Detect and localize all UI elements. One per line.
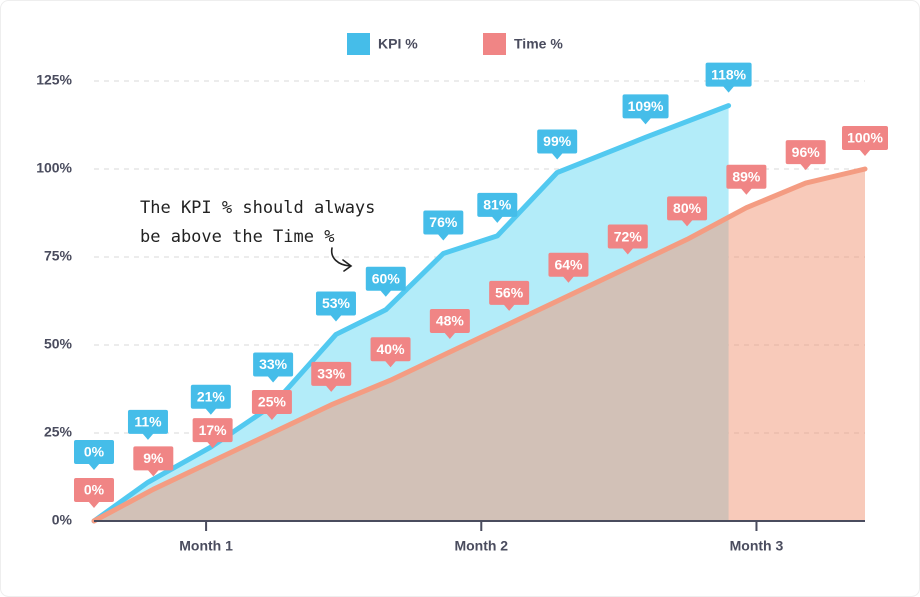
label-box	[370, 337, 411, 362]
value-label: 25%	[258, 394, 287, 410]
value-label: 76%	[429, 214, 458, 230]
label-box	[667, 196, 708, 221]
line	[91, 103, 732, 524]
legend-swatch	[347, 33, 370, 55]
label-box	[537, 129, 578, 154]
x-tick-label: Month 1	[179, 538, 233, 554]
y-tick-label: 125%	[36, 72, 72, 88]
label-box	[429, 309, 470, 334]
value-label: 89%	[732, 168, 761, 184]
value-label: 48%	[436, 313, 465, 329]
y-tick-label: 50%	[44, 336, 73, 352]
label-pointer	[325, 384, 338, 392]
label-pointer	[562, 275, 575, 283]
value-label: 72%	[614, 228, 643, 244]
label-pointer	[204, 407, 217, 415]
legend-label: KPI %	[378, 36, 418, 52]
value-label: 53%	[322, 295, 351, 311]
label-pointer	[639, 117, 652, 125]
value-label: 109%	[628, 98, 664, 114]
legend-swatch	[483, 33, 506, 55]
label-box	[251, 390, 292, 414]
label-pointer	[265, 413, 278, 420]
value-label: 0%	[84, 444, 105, 460]
label-box	[548, 252, 589, 277]
label-box	[311, 361, 352, 386]
label-pointer	[379, 289, 392, 297]
value-label: 56%	[495, 285, 524, 301]
label-box	[74, 478, 114, 502]
value-label: 33%	[259, 356, 288, 372]
label-box	[489, 280, 530, 305]
label-pointer	[88, 501, 100, 508]
y-tick-label: 100%	[36, 160, 72, 176]
label-box	[365, 266, 406, 291]
label-pointer	[722, 85, 735, 93]
value-label: 17%	[199, 422, 228, 438]
label-pointer	[681, 219, 694, 227]
label-box	[477, 192, 518, 217]
label-box	[726, 164, 767, 189]
label-box	[842, 126, 888, 150]
value-label: 33%	[317, 366, 346, 382]
value-label: 9%	[143, 450, 164, 466]
label-box	[74, 440, 114, 464]
annotation: be above the Time %	[140, 227, 334, 247]
label-pointer	[88, 463, 100, 470]
value-label: 11%	[134, 414, 162, 430]
label-pointer	[740, 187, 753, 195]
label-box	[253, 352, 294, 377]
x-tick-label: Month 2	[454, 538, 508, 554]
label-box	[190, 384, 231, 409]
label-pointer	[206, 441, 219, 449]
label-pointer	[147, 469, 160, 477]
value-label: 118%	[711, 66, 747, 82]
legend-label: Time %	[514, 36, 563, 52]
value-label: 21%	[197, 388, 226, 404]
y-tick-label: 0%	[52, 512, 73, 528]
label-pointer	[267, 375, 280, 383]
label-box	[133, 446, 174, 471]
annotation: The KPI % should always	[140, 198, 375, 218]
line	[91, 166, 868, 524]
label-pointer	[141, 432, 154, 440]
label-box	[705, 62, 752, 87]
label-pointer	[503, 303, 516, 311]
value-label: 96%	[792, 144, 821, 160]
label-pointer	[799, 163, 812, 171]
value-label: 80%	[673, 200, 702, 216]
label-box	[127, 409, 168, 434]
value-label: 99%	[543, 133, 572, 149]
label-box	[607, 224, 648, 249]
label-pointer	[859, 149, 871, 156]
label-box	[785, 140, 826, 165]
label-box	[423, 210, 464, 235]
label-pointer	[443, 332, 456, 340]
label-box	[192, 418, 233, 443]
label-pointer	[437, 233, 450, 241]
x-tick-label: Month 3	[730, 538, 784, 554]
label-box	[315, 291, 356, 316]
value-label: 100%	[847, 130, 883, 146]
y-tick-label: 25%	[44, 424, 73, 440]
label-pointer	[491, 215, 504, 223]
label-pointer	[329, 314, 342, 322]
value-label: 0%	[84, 482, 105, 498]
annotation-arrow	[330, 247, 353, 272]
value-label: 40%	[377, 341, 406, 357]
value-label: 64%	[554, 256, 583, 272]
area	[94, 169, 865, 521]
value-label: 81%	[483, 197, 512, 213]
label-pointer	[551, 152, 564, 160]
label-pointer	[621, 247, 634, 255]
label-pointer	[384, 360, 397, 368]
value-label: 60%	[372, 271, 401, 287]
label-box	[622, 94, 669, 119]
y-tick-label: 75%	[44, 248, 73, 264]
